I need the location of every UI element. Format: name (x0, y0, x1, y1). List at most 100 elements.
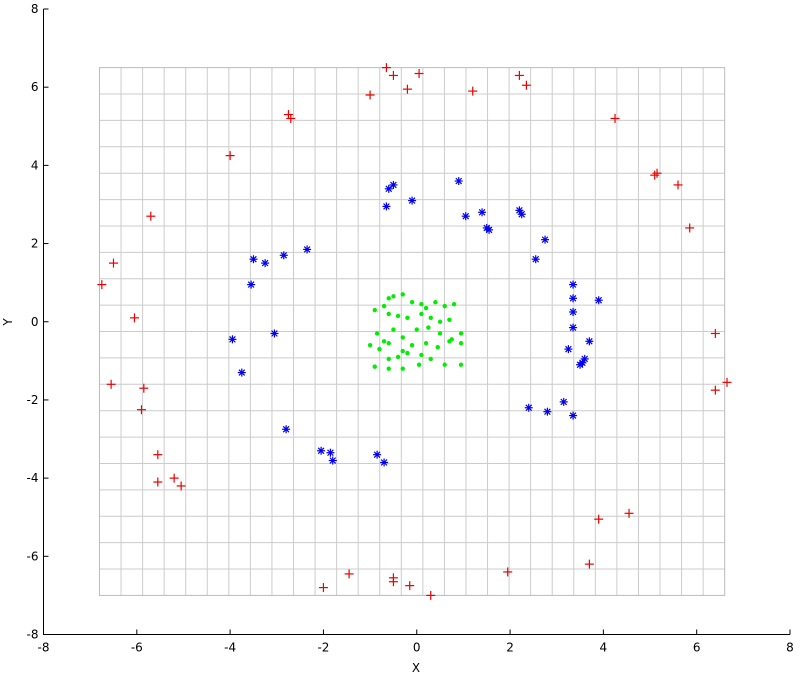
y-tick-label: -4 (27, 471, 39, 485)
data-point-plus (129, 313, 139, 323)
data-point-asterisk (585, 337, 594, 346)
data-point-dot (414, 327, 419, 332)
data-point-asterisk (454, 177, 463, 186)
data-point-dot (391, 294, 396, 299)
data-point-asterisk (569, 411, 578, 420)
data-point-dot (458, 362, 464, 367)
data-point-plus (108, 258, 118, 268)
x-tick-label: -2 (317, 641, 329, 655)
data-point-asterisk (569, 280, 578, 289)
data-point-dot (400, 348, 405, 354)
data-point-asterisk (261, 259, 270, 268)
data-point-dot (428, 315, 433, 321)
data-point-dot (391, 327, 396, 332)
data-point-dot (428, 356, 433, 362)
data-point-asterisk (373, 450, 382, 459)
data-point-plus (673, 180, 683, 190)
data-point-dot (442, 362, 447, 367)
data-point-dot (400, 366, 405, 371)
data-point-asterisk (559, 397, 568, 406)
data-point-asterisk (380, 458, 389, 467)
grid-border (98, 67, 726, 596)
data-point-asterisk (303, 245, 312, 254)
data-point-plus (610, 113, 620, 123)
data-point-dot (437, 331, 443, 336)
data-point-dot (381, 303, 387, 309)
data-point-plus (388, 577, 398, 587)
data-point-asterisk (328, 456, 337, 465)
data-point-asterisk (594, 296, 603, 305)
data-point-dot (426, 325, 431, 330)
data-point-plus (514, 70, 524, 80)
data-point-dot (386, 341, 391, 346)
data-point-plus (521, 80, 531, 90)
data-point-plus (318, 583, 328, 593)
data-point-plus (283, 110, 293, 120)
y-ticks: -8 -6 -4 -2 0 2 4 6 8 (27, 2, 49, 642)
data-point-asterisk (578, 358, 587, 367)
x-tick-label: 8 (786, 641, 794, 655)
data-point-asterisk (270, 329, 279, 338)
data-point-dot (433, 300, 438, 305)
x-tick-label: 4 (600, 641, 608, 655)
data-point-dot (447, 339, 452, 344)
data-point-plus (381, 63, 391, 73)
data-point-asterisk (543, 407, 552, 416)
data-point-plus (652, 168, 662, 178)
data-point-dot (437, 319, 443, 324)
data-point-dot (386, 366, 391, 371)
data-point-asterisk (317, 446, 326, 455)
data-point-plus (344, 569, 354, 579)
data-point-plus (468, 86, 478, 96)
data-point-dot (372, 364, 377, 369)
x-tick-label: -8 (38, 641, 50, 655)
data-point-asterisk (237, 368, 246, 377)
data-point-plus (685, 223, 695, 233)
data-point-plus (402, 84, 412, 94)
data-point-asterisk (485, 225, 494, 234)
x-tick-label: -4 (224, 641, 236, 655)
data-point-dot (372, 307, 377, 313)
data-point-asterisk (282, 425, 291, 434)
y-tick-label: 0 (31, 315, 39, 329)
data-point-dot (435, 344, 440, 350)
data-point-plus (722, 377, 732, 387)
data-point-dot (400, 335, 405, 340)
data-point-asterisk (531, 255, 540, 264)
data-point-plus (624, 508, 634, 518)
data-point-asterisk (326, 448, 335, 457)
data-point-plus (153, 450, 163, 460)
data-point-asterisk (382, 202, 391, 211)
data-point-dot (451, 301, 457, 307)
data-point-plus (176, 481, 186, 491)
data-point-asterisk (564, 345, 573, 354)
x-tick-label: 2 (506, 641, 514, 655)
data-point-plus (650, 170, 660, 180)
data-point-dot (400, 292, 405, 297)
data-point-dot (423, 305, 429, 311)
data-point-plus (405, 581, 415, 591)
data-point-dot (416, 362, 422, 367)
data-point-dot (386, 356, 391, 362)
data-point-plus (710, 328, 720, 338)
y-tick-label: -6 (27, 549, 39, 563)
y-tick-label: 4 (31, 158, 39, 172)
data-point-plus (225, 151, 235, 161)
data-point-plus (97, 280, 107, 290)
data-point-asterisk (569, 323, 578, 332)
data-point-asterisk (279, 251, 288, 260)
data-point-dot (405, 350, 410, 356)
data-point-asterisk (249, 255, 258, 264)
y-tick-label: -2 (27, 393, 39, 407)
data-point-plus (139, 383, 149, 393)
data-point-asterisk (569, 307, 578, 316)
data-point-asterisk (569, 294, 578, 303)
data-point-dot (377, 346, 382, 352)
data-point-plus (584, 559, 594, 569)
grid (98, 67, 726, 596)
data-point-plus (153, 477, 163, 487)
data-point-dot (367, 343, 373, 348)
data-point-asterisk (580, 354, 589, 363)
data-point-dot (458, 341, 464, 346)
data-point-plus (503, 567, 513, 577)
